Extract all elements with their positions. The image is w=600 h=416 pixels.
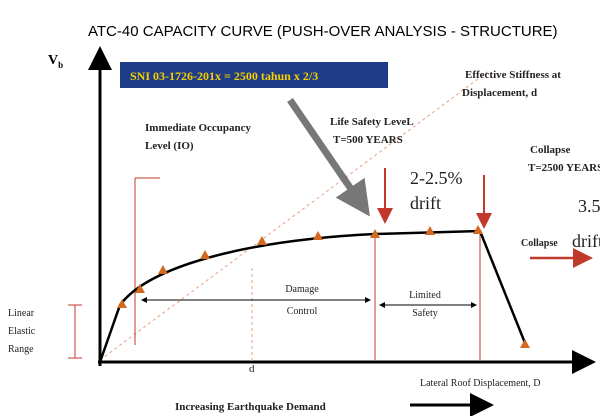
markers xyxy=(117,225,530,348)
drift1-1: 2-2.5% xyxy=(410,168,463,188)
lsf-1: Limited xyxy=(409,290,441,301)
linear-3: Range xyxy=(8,344,34,355)
marker xyxy=(520,339,530,348)
marker xyxy=(370,229,380,238)
drift1-2: drift xyxy=(410,193,441,213)
marker xyxy=(257,236,267,245)
collapse-1: Collapse xyxy=(530,144,570,156)
banner-text: SNI 03-1726-201x = 2500 tahun x 2/3 xyxy=(130,69,318,83)
marker xyxy=(135,284,145,293)
drift2-1: 3.5% xyxy=(578,196,600,216)
collapse-2: T=2500 YEARS xyxy=(528,162,600,174)
linear-2: Elastic xyxy=(8,326,36,337)
lsf-2: Safety xyxy=(412,308,438,319)
y-label: Vb xyxy=(48,53,63,70)
d-label: d xyxy=(249,363,255,375)
y-label-main: V xyxy=(48,53,58,68)
marker xyxy=(425,226,435,235)
stiffness-2: Displacement, d xyxy=(462,87,537,99)
marker xyxy=(117,299,127,308)
red-lines xyxy=(68,177,481,360)
title: ATC-40 CAPACITY CURVE (PUSH-OVER ANALYSI… xyxy=(88,23,558,40)
marker xyxy=(200,250,210,259)
dc-2: Control xyxy=(287,306,318,317)
banner-box xyxy=(120,62,388,88)
io-2: Level (IO) xyxy=(145,140,194,152)
stiffness-1: Effective Stiffness at xyxy=(465,69,561,81)
marker xyxy=(158,265,168,274)
gray-arrow xyxy=(287,98,370,217)
collapse-small: Collapse xyxy=(521,238,558,249)
demand: Increasing Earthquake Demand xyxy=(175,401,326,413)
y-label-sub: b xyxy=(58,60,63,70)
dc-1: Damage xyxy=(285,284,319,295)
capacity-curve xyxy=(98,229,527,363)
marker xyxy=(313,231,323,240)
ls-2: T=500 YEARS xyxy=(333,134,403,146)
x-label: Lateral Roof Displacement, D xyxy=(420,378,541,389)
drift2-2: drift xyxy=(572,231,600,251)
marker xyxy=(473,225,483,234)
ls-1: Life Safety LeveL xyxy=(330,116,414,128)
io-1: Immediate Occupancy xyxy=(145,122,252,134)
linear-1: Linear xyxy=(8,308,35,319)
